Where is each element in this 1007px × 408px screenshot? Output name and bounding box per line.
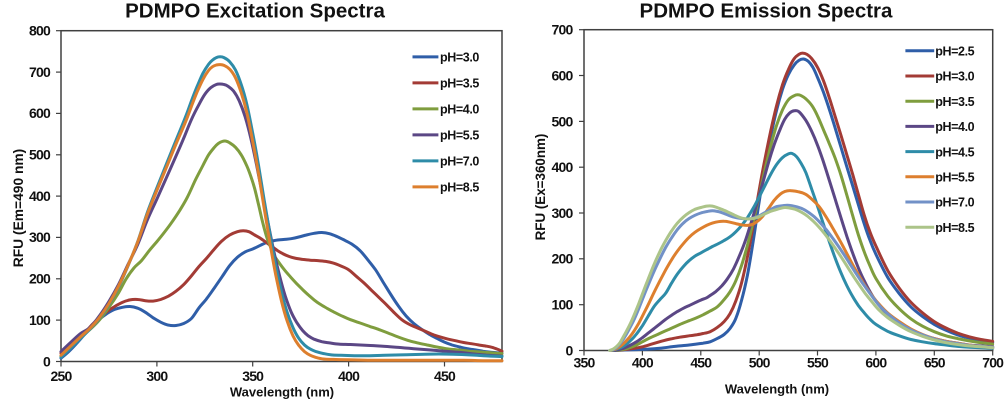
svg-text:pH=3.5: pH=3.5 bbox=[935, 95, 974, 109]
svg-text:pH=4.0: pH=4.0 bbox=[440, 103, 479, 117]
svg-text:250: 250 bbox=[51, 368, 73, 384]
svg-text:200: 200 bbox=[552, 251, 574, 267]
svg-text:400: 400 bbox=[552, 159, 574, 175]
svg-text:100: 100 bbox=[29, 312, 51, 328]
svg-text:pH=3.0: pH=3.0 bbox=[440, 51, 479, 65]
svg-text:600: 600 bbox=[552, 67, 574, 83]
svg-text:450: 450 bbox=[690, 354, 712, 370]
svg-text:pH=7.0: pH=7.0 bbox=[935, 196, 974, 210]
svg-text:Wavelength (nm): Wavelength (nm) bbox=[725, 382, 829, 397]
svg-text:350: 350 bbox=[574, 354, 596, 370]
svg-text:300: 300 bbox=[29, 229, 51, 245]
svg-text:pH=2.5: pH=2.5 bbox=[935, 45, 974, 59]
svg-text:100: 100 bbox=[552, 297, 574, 313]
svg-text:pH=5.5: pH=5.5 bbox=[935, 171, 974, 185]
svg-text:Wavelength (nm): Wavelength (nm) bbox=[230, 385, 334, 400]
svg-text:700: 700 bbox=[982, 354, 1004, 370]
svg-text:700: 700 bbox=[29, 64, 51, 80]
svg-text:pH=4.0: pH=4.0 bbox=[935, 120, 974, 134]
svg-text:0: 0 bbox=[566, 342, 574, 358]
svg-text:600: 600 bbox=[865, 354, 887, 370]
svg-text:450: 450 bbox=[434, 368, 456, 384]
svg-text:pH=4.5: pH=4.5 bbox=[935, 145, 974, 159]
svg-text:500: 500 bbox=[29, 147, 51, 163]
svg-text:650: 650 bbox=[924, 354, 946, 370]
svg-text:PDMPO Excitation Spectra: PDMPO Excitation Spectra bbox=[125, 0, 385, 23]
svg-text:700: 700 bbox=[552, 22, 574, 38]
svg-text:500: 500 bbox=[552, 113, 574, 129]
svg-text:550: 550 bbox=[807, 354, 829, 370]
svg-text:400: 400 bbox=[338, 368, 360, 384]
svg-text:600: 600 bbox=[29, 105, 51, 121]
svg-text:0: 0 bbox=[43, 353, 51, 369]
svg-text:PDMPO Emission Spectra: PDMPO Emission Spectra bbox=[640, 0, 894, 23]
svg-text:800: 800 bbox=[29, 23, 51, 39]
svg-text:RFU (Em=490 nm): RFU (Em=490 nm) bbox=[11, 149, 26, 267]
svg-text:pH=7.0: pH=7.0 bbox=[440, 155, 479, 169]
svg-text:pH=3.5: pH=3.5 bbox=[440, 77, 479, 91]
svg-text:400: 400 bbox=[632, 354, 654, 370]
svg-text:RFU (Ex=360nm): RFU (Ex=360nm) bbox=[533, 134, 548, 241]
svg-text:400: 400 bbox=[29, 188, 51, 204]
svg-text:200: 200 bbox=[29, 271, 51, 287]
svg-text:pH=8.5: pH=8.5 bbox=[935, 221, 974, 235]
svg-text:300: 300 bbox=[552, 205, 574, 221]
svg-text:pH=8.5: pH=8.5 bbox=[440, 181, 479, 195]
svg-text:350: 350 bbox=[242, 368, 264, 384]
svg-text:pH=3.0: pH=3.0 bbox=[935, 70, 974, 84]
svg-text:pH=5.5: pH=5.5 bbox=[440, 129, 479, 143]
svg-text:300: 300 bbox=[146, 368, 168, 384]
svg-text:500: 500 bbox=[749, 354, 771, 370]
